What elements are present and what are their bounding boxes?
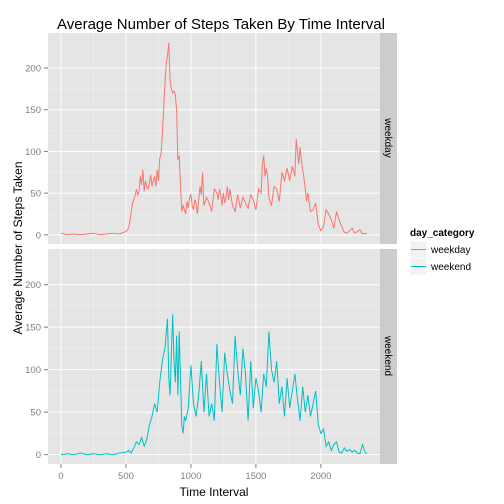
facet-strip-weekend <box>380 249 397 464</box>
chart-title: Average Number of Steps Taken By Time In… <box>57 16 385 33</box>
series-line-weekend <box>60 314 368 456</box>
y-tick-label: 50 <box>30 408 41 419</box>
x-tick-label: 2000 <box>310 471 331 482</box>
facet-strip-weekday <box>380 33 397 244</box>
y-tick-label: 100 <box>25 147 41 158</box>
x-tick-label: 1500 <box>245 471 266 482</box>
x-axis-label: Time Interval <box>180 485 249 499</box>
panel-weekend <box>48 249 380 464</box>
y-tick-label: 200 <box>25 280 41 291</box>
y-axis-label: Average Number of Steps Taken <box>11 162 25 335</box>
series-lines <box>60 42 368 456</box>
legend-entry-weekend: weekend <box>430 262 471 273</box>
x-tick-label: 500 <box>118 471 134 482</box>
y-tick-label: 200 <box>25 64 41 75</box>
y-tick-label: 150 <box>25 323 41 334</box>
legend-entry-weekday: weekday <box>430 245 470 256</box>
y-tick-label: 100 <box>25 365 41 376</box>
legend: day_category weekday weekend <box>409 228 475 276</box>
x-tick-label: 1000 <box>180 471 201 482</box>
facet-label-weekday: weekday <box>382 117 393 157</box>
facet-label-weekend: weekend <box>382 335 393 376</box>
y-tick-label: 150 <box>25 105 41 116</box>
y-tick-label: 0 <box>36 450 41 461</box>
panel-weekday <box>48 33 380 244</box>
grid-lines <box>48 33 380 464</box>
x-tick-label: 0 <box>58 471 63 482</box>
legend-title: day_category <box>410 228 475 239</box>
y-tick-label: 50 <box>30 189 41 200</box>
series-line-weekday <box>60 42 368 236</box>
y-tick-label: 0 <box>36 230 41 241</box>
